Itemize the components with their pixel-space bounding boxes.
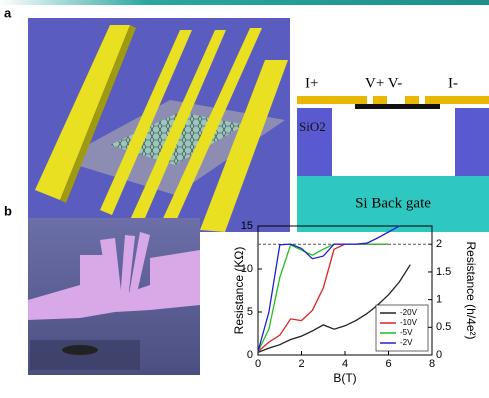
y2-tick-label: 1 (436, 294, 442, 306)
legend-label: -5V (400, 328, 413, 337)
terminal-label: I- (448, 75, 458, 91)
x-tick-label: 6 (385, 358, 391, 370)
y2-tick-label: 1.5 (436, 266, 451, 278)
y-tick-label: 15 (241, 220, 253, 232)
oxide-label: SiO2 (299, 119, 326, 134)
terminal-label: V+ V- (365, 75, 402, 91)
y2-tick-label: 0 (436, 349, 442, 361)
sem-image (28, 218, 200, 375)
x-axis-label: B(T) (333, 371, 356, 385)
y-tick-label: 5 (247, 306, 253, 318)
gate-label: Si Back gate (355, 195, 431, 211)
device-schematic: I+ V+ V- I- SiO2 Si Back gate (297, 75, 489, 232)
panel-label: a (4, 5, 12, 20)
y-tick-label: 0 (247, 349, 253, 361)
figure: a b c I+ V+ V- I- SiO2 Si Back gate (0, 0, 489, 393)
terminal-label: I+ (305, 75, 318, 91)
top-strip (0, 0, 489, 5)
y2-axis-label: Resistance (h/4e²) (464, 241, 478, 339)
y2-tick-label: 2 (436, 238, 442, 250)
y-axis-label: Resistance (KΩ) (232, 247, 246, 335)
legend-label: -2V (400, 338, 413, 347)
x-tick-label: 2 (298, 358, 304, 370)
x-tick-label: 4 (342, 358, 348, 370)
x-tick-label: 8 (429, 358, 435, 370)
y2-tick-label: 0.5 (436, 321, 451, 333)
x-tick-label: 0 (255, 358, 261, 370)
legend-label: -20V (400, 308, 418, 317)
device-render (28, 18, 290, 232)
legend-label: -10V (400, 318, 418, 327)
panel-label: b (4, 203, 12, 218)
